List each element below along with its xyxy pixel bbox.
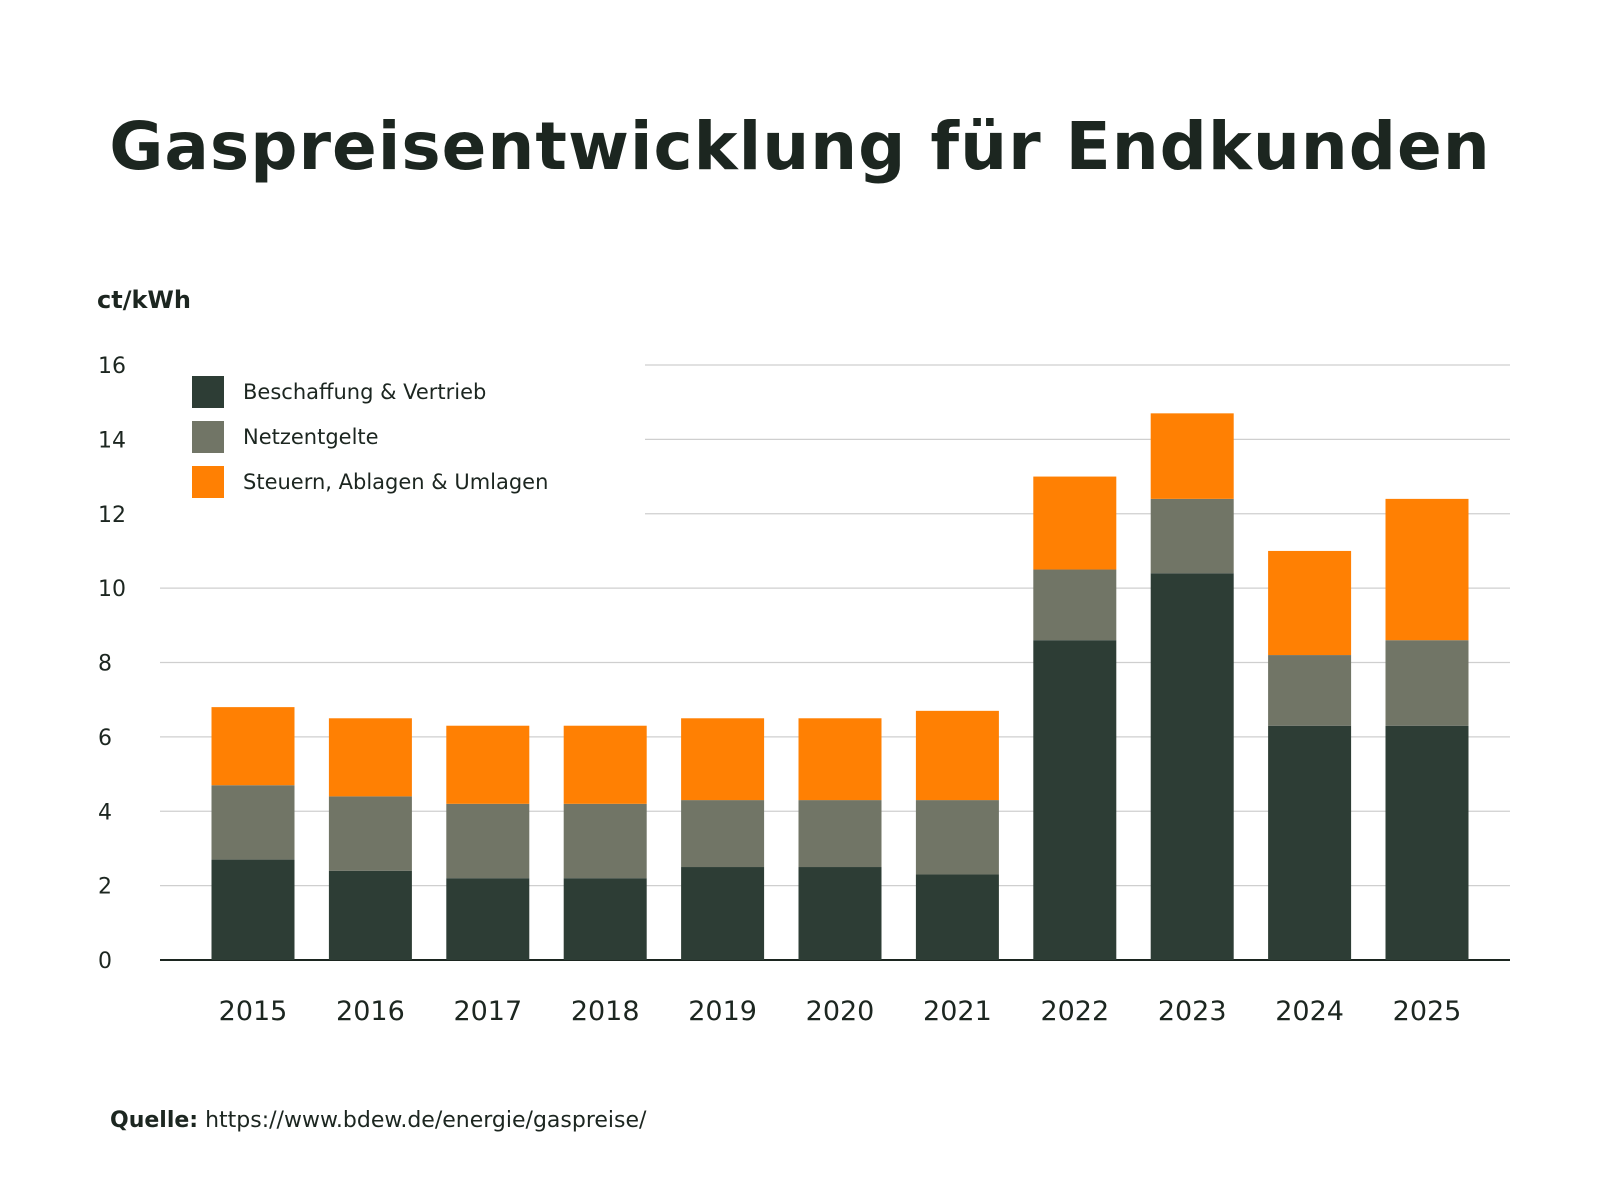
bar-2016-series-2	[328, 796, 412, 871]
bar-2017-series-3	[446, 725, 530, 804]
source-note: Quelle: https://www.bdew.de/energie/gasp…	[110, 1108, 646, 1133]
bar-2025-series-3	[1385, 498, 1469, 641]
x-tick-2021: 2021	[923, 996, 992, 1027]
bar-2022-series-1	[1033, 640, 1117, 960]
legend-swatch-1	[192, 376, 224, 408]
x-tick-2019: 2019	[688, 996, 757, 1027]
y-tick-0: 0	[98, 949, 112, 974]
bar-2024-series-3	[1268, 550, 1352, 656]
chart-title: Gaspreisentwicklung für Endkunden	[109, 108, 1491, 185]
legend: Beschaffung & Vertrieb Netzentgelte Steuer…	[192, 376, 548, 498]
x-tick-2024: 2024	[1275, 996, 1344, 1027]
bar-2018-series-3	[563, 725, 647, 804]
bar-2022-series-3	[1033, 476, 1117, 570]
bar-2019-series-3	[681, 718, 765, 801]
x-tick-labels: 2015 2016 2017 2018 2019 2020 2021 2022 2023 2024…	[219, 996, 1462, 1027]
y-tick-2: 2	[98, 875, 112, 900]
y-tick-14: 14	[98, 428, 126, 453]
bar-2018-series-1	[563, 878, 647, 960]
bar-2023-series-1	[1150, 573, 1234, 960]
bar-2021-series-2	[915, 800, 999, 875]
bar-2016-series-1	[328, 870, 412, 960]
source-url: https://www.bdew.de/energie/gaspreise/	[205, 1108, 647, 1133]
y-axis-label: ct/kWh	[97, 286, 191, 314]
bar-2018-series-2	[563, 803, 647, 879]
bar-2019-series-2	[681, 800, 765, 868]
source-label: Quelle:	[110, 1108, 199, 1133]
bar-2022-series-2	[1033, 569, 1117, 641]
bar-2024-series-1	[1268, 725, 1352, 960]
legend-label-2: Netzentgelte	[243, 425, 379, 449]
bar-2019-series-1	[681, 867, 765, 960]
y-tick-6: 6	[98, 726, 112, 751]
bar-2015-series-3	[211, 707, 295, 786]
x-tick-2017: 2017	[453, 996, 522, 1027]
y-tick-12: 12	[98, 503, 126, 528]
bar-2023-series-2	[1150, 498, 1234, 574]
bar-2023-series-3	[1150, 413, 1234, 499]
y-tick-10: 10	[98, 577, 126, 602]
x-tick-2015: 2015	[219, 996, 288, 1027]
x-tick-2016: 2016	[336, 996, 405, 1027]
legend-swatch-3	[192, 466, 224, 498]
bar-2025-series-1	[1385, 725, 1469, 960]
bar-2016-series-3	[328, 718, 412, 797]
bar-2025-series-2	[1385, 640, 1469, 726]
bar-2015-series-1	[211, 859, 295, 960]
legend-swatch-2	[192, 421, 224, 453]
bar-2024-series-2	[1268, 655, 1352, 726]
x-tick-2022: 2022	[1040, 996, 1109, 1027]
bar-2021-series-3	[915, 710, 999, 801]
legend-label-3: Steuern, Ablagen & Umlagen	[243, 470, 548, 494]
bar-2017-series-2	[446, 803, 530, 879]
bar-2020-series-3	[798, 718, 882, 801]
bar-2017-series-1	[446, 878, 530, 960]
x-tick-2025: 2025	[1393, 996, 1462, 1027]
bar-2020-series-1	[798, 867, 882, 960]
y-tick-16: 16	[98, 354, 126, 379]
bar-2015-series-2	[211, 785, 295, 860]
bar-2021-series-1	[915, 874, 999, 960]
legend-label-1: Beschaffung & Vertrieb	[243, 380, 486, 404]
y-tick-4: 4	[98, 800, 112, 825]
bars	[211, 413, 1469, 960]
x-tick-2020: 2020	[806, 996, 875, 1027]
y-tick-labels: 0 2 4 6 8 10 12 14 16	[98, 354, 126, 974]
x-tick-2018: 2018	[571, 996, 640, 1027]
bar-2020-series-2	[798, 800, 882, 868]
y-tick-8: 8	[98, 652, 112, 677]
x-tick-2023: 2023	[1158, 996, 1227, 1027]
